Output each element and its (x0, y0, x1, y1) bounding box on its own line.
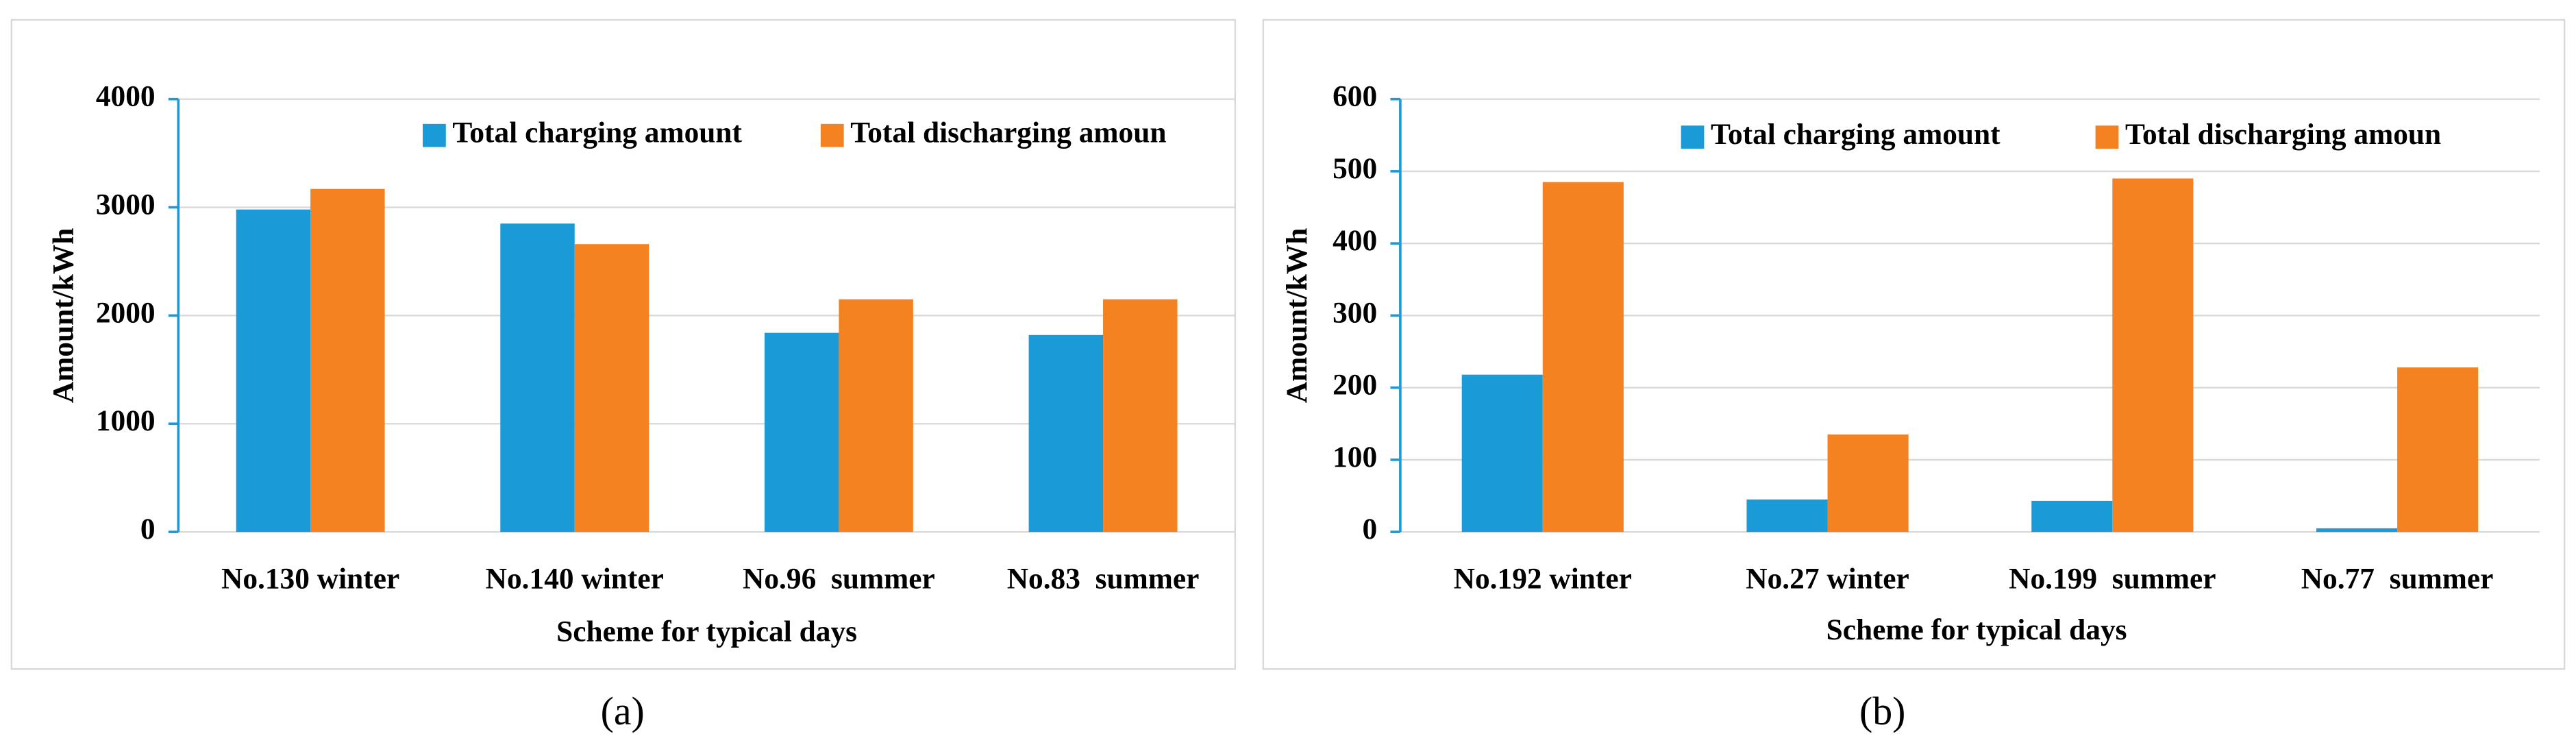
bar (2316, 528, 2398, 532)
legend-label: Total discharging amoun (850, 117, 1166, 149)
y-tick-label: 0 (140, 513, 156, 546)
x-tick-label: No.140 winter (486, 562, 664, 595)
y-tick-label: 200 (1333, 369, 1377, 402)
bar (1746, 499, 1828, 532)
bar (574, 244, 649, 532)
bar (2031, 500, 2113, 532)
bar (500, 223, 575, 532)
legend-swatch (1681, 125, 1705, 149)
y-tick-label: 300 (1333, 296, 1377, 329)
panel-frame (1262, 19, 2566, 670)
y-tick-label: 3000 (96, 188, 156, 221)
y-tick-label: 100 (1333, 441, 1377, 474)
legend-label: Total charging amount (1711, 118, 2001, 151)
legend-swatch (2095, 125, 2119, 149)
bar (1461, 374, 1543, 532)
y-tick-label: 600 (1333, 80, 1377, 113)
x-axis-title: Scheme for typical days (1826, 613, 2127, 646)
y-tick-label: 4000 (96, 80, 156, 113)
legend-swatch (423, 123, 446, 147)
x-tick-label: No.199 summer (2009, 562, 2216, 595)
bar (1103, 299, 1178, 532)
bar (1542, 182, 1624, 532)
panel-frame (10, 19, 1237, 670)
bar (764, 332, 839, 532)
bar (2112, 178, 2194, 532)
bar (1827, 434, 1909, 532)
bar (236, 209, 311, 532)
bar (839, 299, 913, 532)
bar (1028, 334, 1104, 532)
x-tick-label: No.192 winter (1454, 562, 1632, 595)
y-tick-label: 500 (1333, 152, 1377, 185)
y-tick-label: 1000 (96, 404, 156, 437)
x-tick-label: No.77 summer (2301, 562, 2494, 595)
y-tick-label: 2000 (96, 296, 156, 329)
legend-label: Total charging amount (452, 117, 742, 149)
x-tick-label: No.130 winter (221, 562, 399, 595)
legend-label: Total discharging amoun (2125, 118, 2441, 151)
panel-caption: (b) (1859, 689, 1905, 733)
y-axis-title: Amount/kWh (47, 228, 79, 404)
x-tick-label: No.27 winter (1746, 562, 1909, 595)
bar (310, 188, 385, 532)
bar (2397, 367, 2479, 532)
x-axis-title: Scheme for typical days (556, 615, 857, 648)
y-axis-title: Amount/kWh (1280, 228, 1313, 404)
panel-caption: (a) (601, 689, 645, 733)
x-tick-label: No.83 summer (1007, 562, 1200, 595)
legend-swatch (820, 123, 844, 147)
x-tick-label: No.96 summer (743, 562, 935, 595)
y-tick-label: 400 (1333, 224, 1377, 257)
y-tick-label: 0 (1362, 513, 1377, 546)
